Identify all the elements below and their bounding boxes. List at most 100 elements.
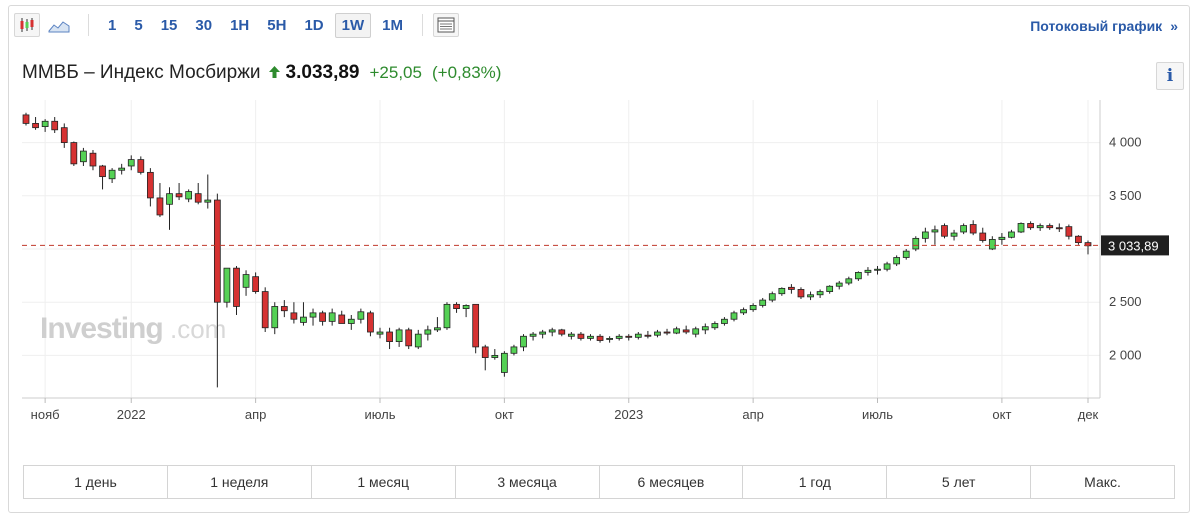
range-button[interactable]: 3 месяца xyxy=(456,466,600,498)
candle-body xyxy=(740,309,747,314)
candle-body xyxy=(233,267,240,307)
double-chevron-right-icon: » xyxy=(1170,18,1178,34)
candle-body xyxy=(1027,223,1034,229)
candle-body xyxy=(969,224,977,234)
candle-body xyxy=(510,346,518,354)
x-tick-label: июль xyxy=(364,407,395,422)
candle-body xyxy=(979,232,987,241)
range-button[interactable]: 1 неделя xyxy=(168,466,312,498)
candle-body xyxy=(70,142,78,165)
instrument-name: ММВБ – Индекс Мосбиржи xyxy=(22,62,261,83)
candle-body xyxy=(893,257,901,265)
candle-body xyxy=(22,114,30,124)
range-button[interactable]: 5 лет xyxy=(887,466,1032,498)
last-price: 3.033,89 xyxy=(285,62,360,83)
investing-watermark: Investing xyxy=(40,312,163,345)
candle-body xyxy=(950,232,958,237)
info-icon[interactable]: i xyxy=(1156,62,1184,90)
candle-body xyxy=(108,169,116,180)
candle-body xyxy=(587,335,594,339)
range-button[interactable]: 1 месяц xyxy=(312,466,456,498)
candle-body xyxy=(386,331,393,342)
candle-body xyxy=(663,331,671,334)
interval-button-5h[interactable]: 5H xyxy=(267,16,287,34)
candle-body xyxy=(816,291,824,296)
candle-body xyxy=(481,346,489,358)
candle-body xyxy=(1075,235,1082,244)
x-tick-label: дек xyxy=(1078,407,1099,422)
candle-body xyxy=(300,316,307,323)
streaming-chart-link[interactable]: Потоковый график » xyxy=(1030,18,1178,34)
candle-body xyxy=(596,335,604,341)
chart-widget xyxy=(8,5,1190,513)
interval-button-1[interactable]: 1 xyxy=(108,16,117,34)
up-arrow-icon xyxy=(268,65,280,81)
candle-body xyxy=(261,291,269,329)
candle-body xyxy=(730,312,738,320)
candle-body xyxy=(682,329,690,333)
candle-body xyxy=(1008,231,1015,238)
candle-body xyxy=(998,236,1006,240)
candle-body xyxy=(118,167,126,171)
table-icon[interactable] xyxy=(432,13,459,37)
candle-body xyxy=(558,329,566,335)
interval-button-5[interactable]: 5 xyxy=(134,16,143,34)
candle-body xyxy=(194,193,202,203)
candle-body xyxy=(912,237,920,250)
candle-body xyxy=(539,331,547,335)
candle-body xyxy=(826,285,834,292)
candle-body xyxy=(41,120,49,128)
candle-body xyxy=(462,305,470,309)
range-button[interactable]: Макс. xyxy=(1084,474,1121,490)
candle-body xyxy=(271,306,279,329)
candle-body xyxy=(424,329,432,335)
range-button[interactable]: 1 день xyxy=(24,466,168,498)
candle-body xyxy=(874,268,881,271)
candle-body xyxy=(711,323,719,329)
candle-body xyxy=(931,229,939,233)
candle-body xyxy=(319,312,326,322)
price-chart[interactable]: Investing .com 2 000 2 500 3 500 4 000 нояб 202… xyxy=(0,0,1200,460)
candle-body xyxy=(376,331,384,335)
candle-body xyxy=(137,159,145,173)
interval-button-1w[interactable]: 1W xyxy=(334,12,372,38)
interval-button-15[interactable]: 15 xyxy=(160,16,178,34)
candle-body xyxy=(290,312,298,320)
range-button[interactable]: 6 месяцев xyxy=(600,466,744,498)
candle-body xyxy=(223,267,231,303)
candle-body xyxy=(529,333,537,337)
toolbar-divider xyxy=(88,14,89,36)
interval-button-30[interactable]: 30 xyxy=(195,16,213,34)
candlestick-icon[interactable] xyxy=(14,13,40,37)
candle-body xyxy=(701,326,709,331)
candle-body xyxy=(835,282,843,287)
candle-body xyxy=(548,329,556,333)
chart-toolbar: 1 5 15 30 1H 5H 1D 1W 1M Потоковый график » xyxy=(14,6,1186,44)
candle-body xyxy=(654,331,661,336)
candle-body xyxy=(491,355,499,358)
range-button[interactable]: 1 год xyxy=(743,466,888,498)
candle-body xyxy=(1017,223,1025,233)
area-chart-icon[interactable] xyxy=(46,13,72,37)
price-change: +25,05 xyxy=(369,63,422,82)
candle-body xyxy=(405,329,413,347)
y-tick-label: 2 500 xyxy=(1109,294,1142,309)
candle-body xyxy=(921,231,929,239)
interval-button-1h[interactable]: 1H xyxy=(230,16,250,34)
candle-body xyxy=(807,294,814,298)
last-price-tag-label: 3 033,89 xyxy=(1108,238,1159,253)
interval-button-1d[interactable]: 1D xyxy=(304,16,324,34)
candle-body xyxy=(501,352,508,373)
candle-body xyxy=(51,120,59,131)
interval-button-1m[interactable]: 1M xyxy=(382,16,403,34)
last-price-tag xyxy=(1101,235,1169,256)
candle-body xyxy=(788,286,795,290)
candle-body xyxy=(749,305,757,311)
candle-body xyxy=(692,328,700,335)
streaming-chart-label: Потоковый график xyxy=(1030,18,1163,34)
candle-body xyxy=(127,159,135,167)
candle-body xyxy=(443,303,451,329)
candle-body xyxy=(988,239,996,250)
candle-body xyxy=(434,327,441,331)
candle-body xyxy=(166,193,173,205)
